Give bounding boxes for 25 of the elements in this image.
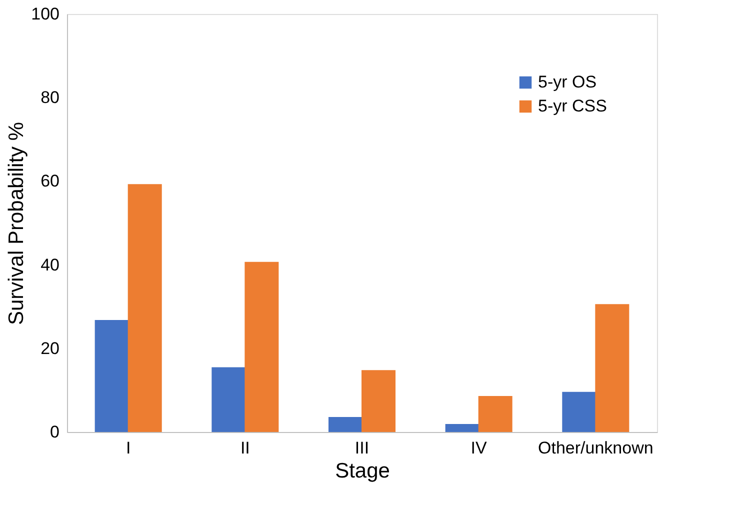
y-tick-label: 40	[40, 255, 60, 274]
bar	[478, 396, 512, 432]
bar	[94, 320, 129, 432]
bar	[595, 304, 630, 432]
bar	[562, 392, 596, 432]
x-tick-label: III	[354, 438, 370, 458]
y-tick-label: 80	[40, 88, 60, 108]
x-tick-label: II	[240, 438, 250, 458]
y-tick-label: 0	[50, 422, 60, 442]
bar	[212, 367, 246, 432]
x-axis-title: Stage	[335, 460, 390, 482]
bar	[128, 184, 162, 432]
bar	[445, 424, 480, 432]
y-tick-label: 100	[31, 4, 60, 24]
y-tick-label: 20	[40, 338, 60, 358]
bar	[362, 370, 396, 432]
legend-label: 5-yr OS	[538, 72, 597, 92]
x-tick-label: I	[126, 438, 131, 458]
bar	[244, 262, 279, 432]
bar	[328, 416, 362, 432]
y-axis-title: Survival Probability %	[5, 122, 28, 326]
legend-label: 5-yr CSS	[538, 96, 607, 116]
x-tick-label: Other/unknown	[538, 438, 654, 458]
x-tick-label: IV	[470, 438, 488, 458]
y-tick-label: 60	[40, 172, 60, 191]
